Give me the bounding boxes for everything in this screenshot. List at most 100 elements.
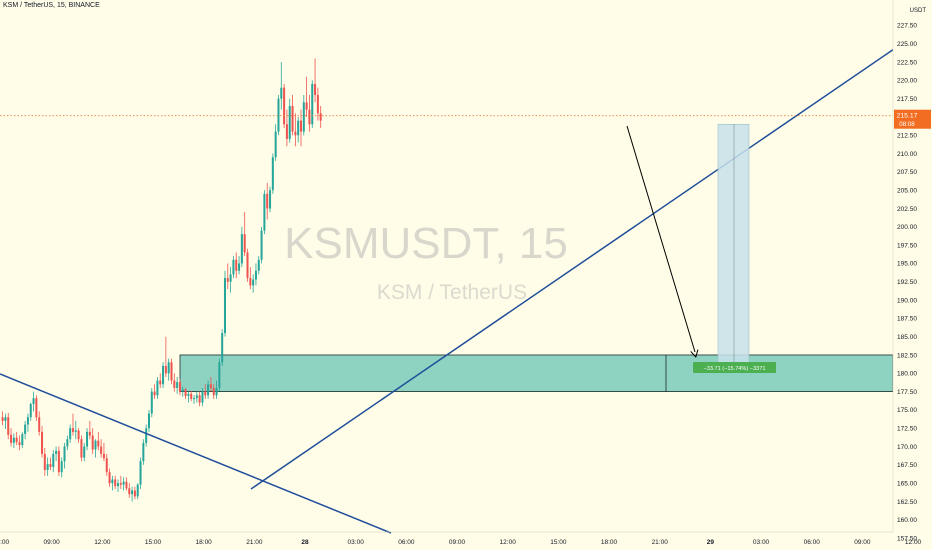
candle-body (311, 84, 314, 125)
candle-body (181, 389, 184, 392)
price-tick-label: 227.50 (897, 23, 917, 30)
watermark: KSMUSDT, 15 KSM / TetherUS (284, 219, 568, 304)
projection[interactable]: −33.71 (−15.74%) −3371 (626, 123, 776, 373)
price-tick-label: 225.00 (897, 41, 917, 48)
candle-body (215, 387, 218, 396)
price-tick-label: 170.00 (897, 444, 917, 451)
candle-body (173, 380, 176, 388)
price-tick-label: 210.00 (897, 151, 917, 158)
candle-body (226, 278, 229, 282)
price-tick-label: 205.00 (897, 187, 917, 194)
candle-body (15, 437, 18, 443)
candle-body (314, 84, 317, 95)
candle-body (4, 417, 7, 421)
price-tick-label: 175.00 (897, 407, 917, 414)
projection-box (717, 123, 750, 372)
candle-body (302, 102, 305, 132)
price-tick-label: 182.50 (897, 352, 917, 359)
candle-body (114, 479, 117, 487)
candle-body (176, 382, 179, 388)
time-tick-label: 06:00 (804, 539, 821, 546)
candle-body (97, 440, 100, 447)
price-tick-label: 197.50 (897, 242, 917, 249)
price-tag-countdown: 08:08 (899, 121, 915, 128)
candle-body (153, 391, 156, 396)
candle-body (195, 395, 198, 399)
candle-body (212, 387, 215, 396)
candle-body (49, 464, 52, 468)
price-tick-label: 162.50 (897, 499, 917, 506)
price-axis-bg (893, 0, 932, 550)
price-axis[interactable]: 157.50 160.00 162.50 165.00 167.50 170.00 172.… (892, 0, 932, 550)
candle-body (252, 279, 255, 286)
candle-body (223, 278, 226, 334)
time-tick-label: 09:00 (44, 539, 61, 546)
candle-body (263, 193, 266, 231)
price-tag-value: 215.17 (897, 113, 918, 120)
candle-body (38, 417, 41, 432)
candle-body (162, 365, 165, 385)
candle-body (131, 490, 134, 495)
candle-body (280, 87, 283, 99)
candle-body (63, 446, 66, 462)
candle-body (193, 398, 196, 400)
candle-body (184, 389, 187, 396)
candle-body (204, 391, 207, 396)
time-tick-label: 15:00 (145, 539, 162, 546)
price-tick-label: 200.00 (897, 224, 917, 231)
candle-body (147, 413, 150, 429)
time-tick-label: 15:00 (550, 539, 567, 546)
candle-body (102, 453, 105, 459)
candle-body (207, 384, 210, 396)
candle-body (277, 98, 280, 132)
time-tick-label: 12:00 (500, 539, 517, 546)
projection-label: −33.71 (−15.74%) −3371 (703, 366, 765, 372)
trendlines[interactable] (0, 22, 932, 534)
candle-body (305, 102, 308, 110)
demand-zone[interactable] (179, 354, 894, 393)
price-unit: USDT (909, 8, 926, 14)
candle-body (55, 450, 58, 454)
candle-body (7, 417, 10, 435)
candle-body (274, 131, 277, 158)
candle-body (229, 274, 232, 282)
candle-body (283, 87, 286, 125)
candle-body (294, 131, 297, 136)
projection-label-bg (693, 362, 776, 373)
price-tick-label: 167.50 (897, 462, 917, 469)
symbol-header: KSM / TetherUS, 15, BINANCE (3, 2, 100, 9)
candle-body (187, 393, 190, 396)
candle-body (77, 430, 80, 440)
time-tick-label: 21:00 (652, 539, 669, 546)
time-tick-label: 28 (301, 539, 309, 546)
candle-body (100, 446, 103, 454)
price-tick-label: 180.00 (897, 371, 917, 378)
candle-body (232, 259, 235, 275)
candle-body (190, 393, 193, 399)
candle-body (40, 431, 44, 454)
candle-body (71, 428, 74, 432)
candle-body (105, 458, 108, 473)
candle-body (170, 362, 173, 381)
time-tick-label: 09:00 (449, 539, 466, 546)
candle-body (167, 362, 170, 374)
time-axis[interactable]: 06:00 09:00 12:00 15:00 18:00 21:00 28 03:00 06:… (0, 531, 932, 546)
candle-body (159, 380, 162, 385)
candle-body (24, 424, 27, 435)
time-tick-label: 03:00 (348, 539, 365, 546)
candle-body (243, 234, 246, 253)
candle-body (119, 483, 122, 485)
candle-body (257, 259, 260, 271)
candle-body (260, 230, 263, 260)
candle-body (150, 391, 153, 414)
candle-body (266, 193, 269, 209)
candle-body (52, 453, 55, 468)
candle-body (125, 481, 128, 489)
candle-body (178, 382, 181, 392)
time-tick-label: 12:00 (94, 539, 111, 546)
price-tick-label: 177.50 (897, 389, 917, 396)
